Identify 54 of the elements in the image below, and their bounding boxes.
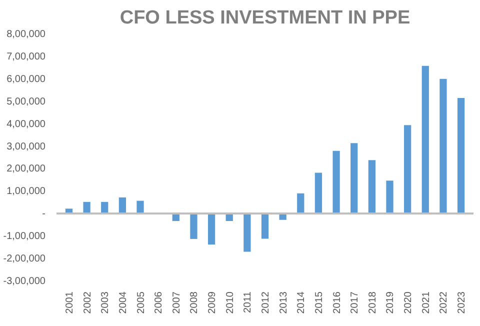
x-tick-label: 2006 (154, 291, 165, 314)
bar (118, 197, 126, 214)
bar (440, 78, 447, 214)
bar (422, 66, 429, 214)
bar (190, 213, 198, 239)
y-tick-label: 6,00,000 (6, 74, 46, 85)
y-tick-label: 3,00,000 (6, 141, 46, 152)
x-tick-label: 2015 (314, 291, 325, 314)
x-tick-label: 2014 (296, 291, 308, 314)
bar (297, 193, 304, 214)
y-tick-label: -1,00,000 (3, 231, 46, 242)
x-tick-label: 2002 (82, 291, 94, 314)
x-tick-label: 2001 (64, 291, 76, 314)
x-tick-label: 2012 (260, 291, 272, 314)
x-tick-label: 2010 (224, 291, 236, 314)
y-tick-label: - (42, 208, 46, 220)
bar (457, 98, 465, 214)
bar (314, 172, 322, 214)
y-tick-label: 4,00,000 (6, 118, 46, 130)
x-tick-label: 2011 (242, 291, 254, 314)
y-tick-label: 2,00,000 (6, 164, 46, 175)
x-tick-label: 2021 (420, 291, 432, 314)
x-tick-label: 2008 (189, 291, 200, 314)
x-tick-label: 2009 (207, 291, 218, 314)
bar (101, 202, 108, 214)
y-tick-label: 1,00,000 (6, 186, 46, 198)
bar (386, 180, 394, 214)
bar (261, 213, 269, 239)
x-tick-label: 2022 (438, 291, 450, 314)
x-tick-label: 2020 (403, 291, 414, 314)
bar (368, 160, 376, 214)
y-tick-label: -2,00,000 (3, 254, 46, 265)
x-tick-label: 2005 (136, 291, 147, 314)
chart-title: CFO LESS INVESTMENT IN PPE (120, 8, 410, 28)
x-tick-label: 2007 (171, 291, 182, 314)
bar (83, 202, 90, 214)
x-tick-label: 2023 (456, 291, 468, 314)
x-tick-label: 2017 (350, 291, 361, 314)
x-tick-label: 2018 (367, 291, 378, 314)
bar (136, 200, 144, 214)
x-tick-label: 2016 (332, 291, 343, 314)
y-tick-label: -3,00,000 (3, 276, 46, 287)
y-tick-label: 7,00,000 (6, 51, 46, 62)
x-tick-label: 2013 (278, 291, 290, 314)
x-tick-label: 2019 (385, 291, 396, 314)
bar (404, 125, 412, 214)
bar (208, 213, 216, 245)
bar (332, 150, 340, 214)
x-tick-label: 2004 (118, 291, 129, 314)
y-tick-label: 5,00,000 (6, 96, 46, 108)
bar (244, 213, 251, 252)
bar (350, 143, 358, 214)
x-tick-label: 2003 (100, 291, 112, 314)
y-tick-label: 8,00,000 (6, 29, 46, 40)
